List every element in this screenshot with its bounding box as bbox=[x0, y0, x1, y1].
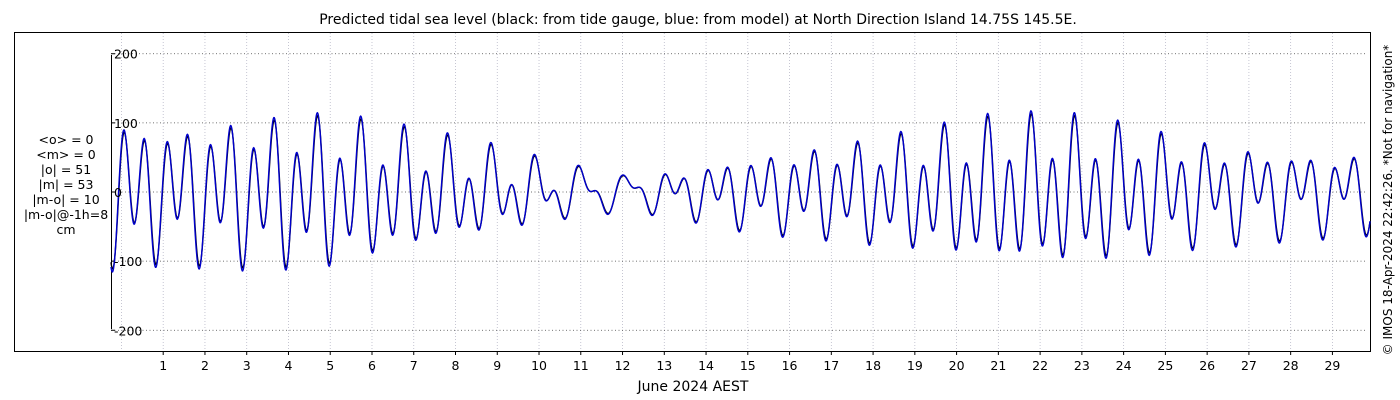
y-tick-label: -200 bbox=[114, 323, 142, 338]
stat-abs-diff: |m-o| = 10 bbox=[32, 192, 100, 207]
chart-title: Predicted tidal sea level (black: from t… bbox=[319, 12, 1077, 28]
y-tick-label: 0 bbox=[114, 185, 122, 200]
x-tick-label: 23 bbox=[1074, 358, 1090, 373]
x-axis-label: June 2024 AEST bbox=[637, 379, 749, 395]
stat-abs-observed: |o| = 51 bbox=[40, 162, 92, 177]
plot-frame bbox=[14, 32, 1371, 352]
axes bbox=[111, 53, 1333, 355]
x-tick-label: 22 bbox=[1032, 358, 1048, 373]
x-tick-label: 29 bbox=[1324, 358, 1340, 373]
series-line-tide-gauge bbox=[110, 113, 1371, 270]
stat-abs-model: |m| = 53 bbox=[38, 177, 94, 192]
x-tick-label: 19 bbox=[907, 358, 923, 373]
x-tick-label: 1 bbox=[159, 358, 167, 373]
series-lines bbox=[110, 109, 1371, 273]
series-line-model bbox=[110, 109, 1371, 273]
y-tick-label: 100 bbox=[114, 116, 138, 131]
x-tick-label: 14 bbox=[698, 358, 714, 373]
stat-mean-observed: <o> = 0 bbox=[38, 132, 94, 147]
x-tick-label: 9 bbox=[493, 358, 501, 373]
x-tick-label: 26 bbox=[1199, 358, 1215, 373]
stat-mean-model: <m> = 0 bbox=[36, 147, 96, 162]
x-tick-label: 11 bbox=[573, 358, 589, 373]
x-tick-label: 12 bbox=[615, 358, 631, 373]
x-tick-label: 13 bbox=[656, 358, 672, 373]
x-tick-label: 6 bbox=[368, 358, 376, 373]
x-tick-label: 16 bbox=[782, 358, 798, 373]
x-tick-label: 5 bbox=[326, 358, 334, 373]
x-tick-label: 17 bbox=[823, 358, 839, 373]
x-tick-label: 27 bbox=[1241, 358, 1257, 373]
stat-unit: cm bbox=[56, 222, 76, 237]
y-tick-label: 200 bbox=[114, 47, 138, 62]
copyright-note: © IMOS 18-Apr-2024 22:42:26. *Not for na… bbox=[1381, 45, 1395, 356]
x-tick-label: 24 bbox=[1116, 358, 1132, 373]
statistics-panel: <o> = 0 <m> = 0 |o| = 51 |m| = 53 |m-o| … bbox=[20, 132, 112, 237]
x-tick-label: 4 bbox=[284, 358, 292, 373]
x-tick-label: 20 bbox=[949, 358, 965, 373]
grid-lines bbox=[111, 33, 1366, 351]
x-tick-label: 7 bbox=[410, 358, 418, 373]
x-tick-label: 25 bbox=[1157, 358, 1173, 373]
x-tick-label: 28 bbox=[1283, 358, 1299, 373]
x-tick-label: 2 bbox=[201, 358, 209, 373]
x-tick-label: 10 bbox=[531, 358, 547, 373]
x-tick-label: 15 bbox=[740, 358, 756, 373]
stat-abs-diff-lag: |m-o|@-1h=8 bbox=[23, 207, 109, 222]
x-tick-label: 8 bbox=[452, 358, 460, 373]
x-tick-label: 3 bbox=[243, 358, 251, 373]
x-tick-label: 21 bbox=[990, 358, 1006, 373]
y-tick-label: -100 bbox=[114, 254, 142, 269]
x-tick-label: 18 bbox=[865, 358, 881, 373]
